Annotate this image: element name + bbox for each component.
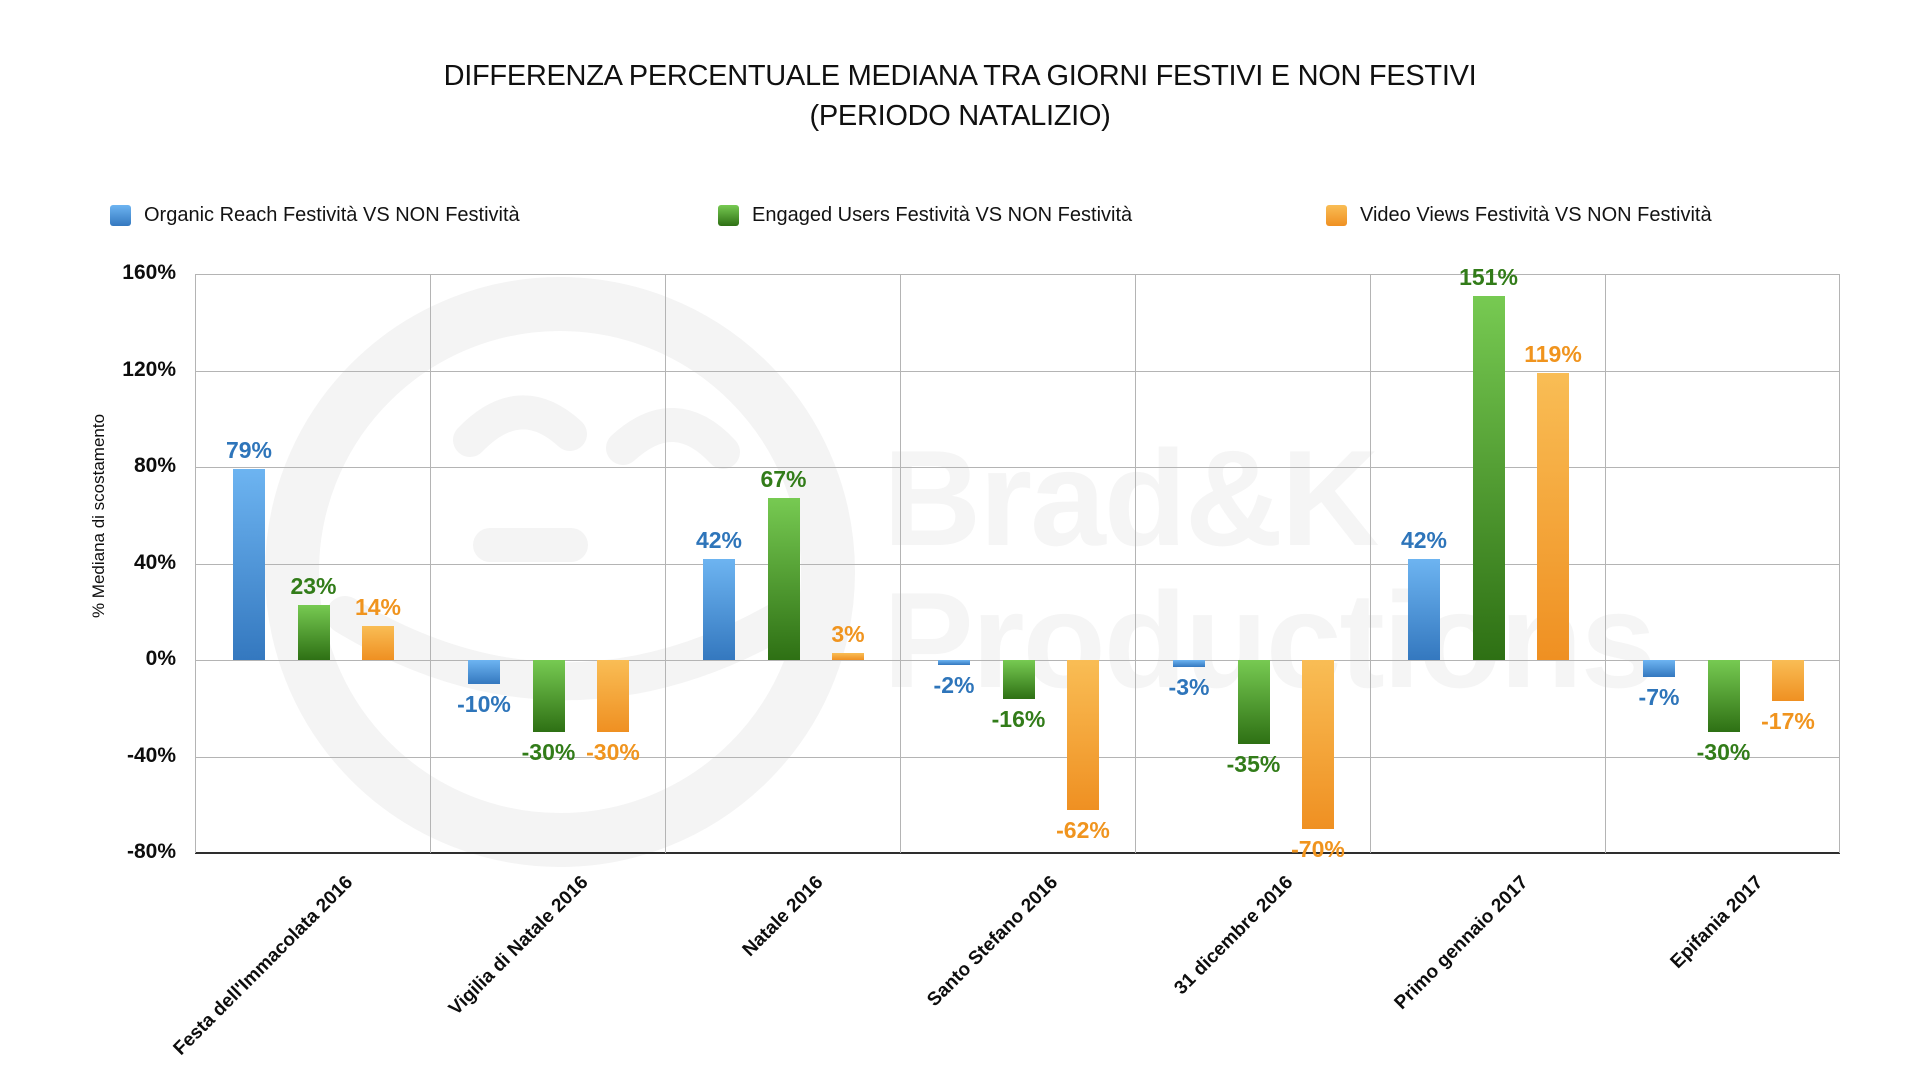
x-category-label-5: Primo gennaio 2017 [1390, 872, 1533, 1014]
x-category-label-0: Festa dell'Immacolata 2016 [169, 872, 358, 1060]
gridline-x-0 [195, 274, 196, 853]
y-tick-label-40: 40% [133, 550, 176, 574]
value-label-engaged-users-1: -30% [521, 739, 576, 766]
value-label-video-views-4: -70% [1291, 835, 1345, 862]
chart-title: DIFFERENZA PERCENTUALE MEDIANA TRA GIORN… [0, 56, 1920, 136]
value-label-organic-reach-3: -2% [933, 671, 975, 698]
x-category-label-2: Natale 2016 [738, 872, 828, 961]
legend-label-video-views: Video Views Festività VS NON Festività [1360, 204, 1712, 226]
x-category-label-4: 31 dicembre 2016 [1170, 872, 1298, 999]
legend-swatch-video-views [1326, 205, 1347, 226]
value-label-video-views-2: 3% [831, 620, 865, 647]
gridline-x-7 [1839, 274, 1840, 853]
gridline-x-1 [430, 274, 431, 853]
legend-item-engaged-users: Engaged Users Festività VS NON Festività [718, 204, 1132, 227]
bar-video-views-0 [362, 626, 394, 660]
legend-item-organic-reach: Organic Reach Festività VS NON Festività [110, 204, 520, 227]
bar-engaged-users-5 [1472, 295, 1505, 660]
chart-title-line2: (PERIODO NATALIZIO) [809, 100, 1111, 132]
value-label-video-views-0: 14% [354, 594, 402, 621]
value-label-video-views-5: 119% [1524, 340, 1582, 367]
value-label-video-views-3: -62% [1056, 816, 1110, 843]
legend-label-engaged-users: Engaged Users Festività VS NON Festività [752, 204, 1133, 226]
y-tick-label--40: -40% [126, 743, 176, 767]
value-label-organic-reach-0: 79% [225, 437, 273, 464]
bar-organic-reach-3 [938, 660, 970, 665]
value-label-organic-reach-1: -10% [457, 691, 511, 718]
gridline-y-120 [195, 370, 1840, 372]
bar-engaged-users-3 [1002, 660, 1035, 699]
bar-organic-reach-5 [1408, 558, 1440, 660]
gridline-y-40 [195, 563, 1840, 565]
y-tick-label--80: -80% [126, 840, 176, 863]
bar-video-views-5 [1537, 372, 1569, 660]
value-label-engaged-users-4: -35% [1226, 751, 1281, 778]
gridline-y--80 [195, 852, 1840, 854]
y-tick-label-160: 160% [122, 261, 176, 284]
value-label-organic-reach-5: 42% [1400, 526, 1448, 553]
value-label-video-views-6: -17% [1761, 708, 1815, 734]
value-label-video-views-1: -30% [586, 739, 640, 766]
gridline-y-80 [195, 467, 1840, 468]
gridline-x-6 [1605, 274, 1606, 853]
y-tick-label-0: 0% [145, 647, 176, 670]
x-category-label-3: Santo Stefano 2016 [923, 872, 1063, 1011]
bar-video-views-3 [1067, 660, 1099, 810]
x-category-label-6: Epifania 2017 [1666, 872, 1768, 973]
y-tick-label-120: 120% [122, 357, 176, 381]
gridline-x-4 [1135, 274, 1136, 853]
bar-organic-reach-6 [1643, 660, 1675, 677]
bar-engaged-users-6 [1707, 660, 1740, 733]
bar-engaged-users-4 [1237, 660, 1270, 745]
bar-video-views-6 [1772, 660, 1804, 701]
gridline-y-160 [195, 274, 1840, 275]
bar-organic-reach-4 [1173, 660, 1205, 668]
value-label-engaged-users-5: 151% [1459, 263, 1518, 290]
legend-swatch-organic-reach [110, 205, 131, 226]
x-category-label-1: Vigilia di Natale 2016 [444, 872, 593, 1020]
bar-engaged-users-0 [297, 604, 330, 660]
y-axis-tick-labels: 160% 120% 80% 40% 0% -40% -80% [0, 0, 176, 1080]
value-label-organic-reach-4: -3% [1168, 674, 1210, 701]
gridline-y--40 [195, 756, 1840, 758]
legend-swatch-engaged-users [718, 205, 739, 226]
value-label-engaged-users-6: -30% [1696, 739, 1751, 766]
bar-video-views-2 [832, 652, 864, 660]
plot-area: 79% -10% 42% -2% -3% 42% -7% 23% -30% 67% -16% -35%… [195, 264, 1840, 862]
bar-video-views-4 [1302, 660, 1334, 829]
gridline-x-3 [900, 274, 901, 853]
bar-video-views-1 [597, 660, 629, 733]
value-label-engaged-users-2: 67% [760, 466, 807, 493]
bar-engaged-users-1 [532, 660, 565, 733]
value-label-organic-reach-6: -7% [1638, 683, 1680, 710]
value-label-organic-reach-2: 42% [695, 526, 743, 553]
legend-label-organic-reach: Organic Reach Festività VS NON Festività [144, 204, 520, 226]
bar-organic-reach-0 [233, 469, 265, 660]
value-label-engaged-users-0: 23% [290, 572, 337, 599]
gridline-x-2 [665, 274, 666, 853]
bar-organic-reach-2 [703, 558, 735, 660]
bar-organic-reach-1 [468, 660, 500, 685]
y-tick-label-80: 80% [133, 454, 176, 477]
value-label-engaged-users-3: -16% [991, 705, 1046, 732]
gridline-x-5 [1370, 274, 1371, 853]
chart-title-line1: DIFFERENZA PERCENTUALE MEDIANA TRA GIORN… [443, 60, 1477, 92]
legend-item-video-views: Video Views Festività VS NON Festività [1326, 204, 1712, 227]
bar-engaged-users-2 [767, 498, 800, 660]
brand-text-watermark-line1: Brad&K [883, 422, 1379, 574]
